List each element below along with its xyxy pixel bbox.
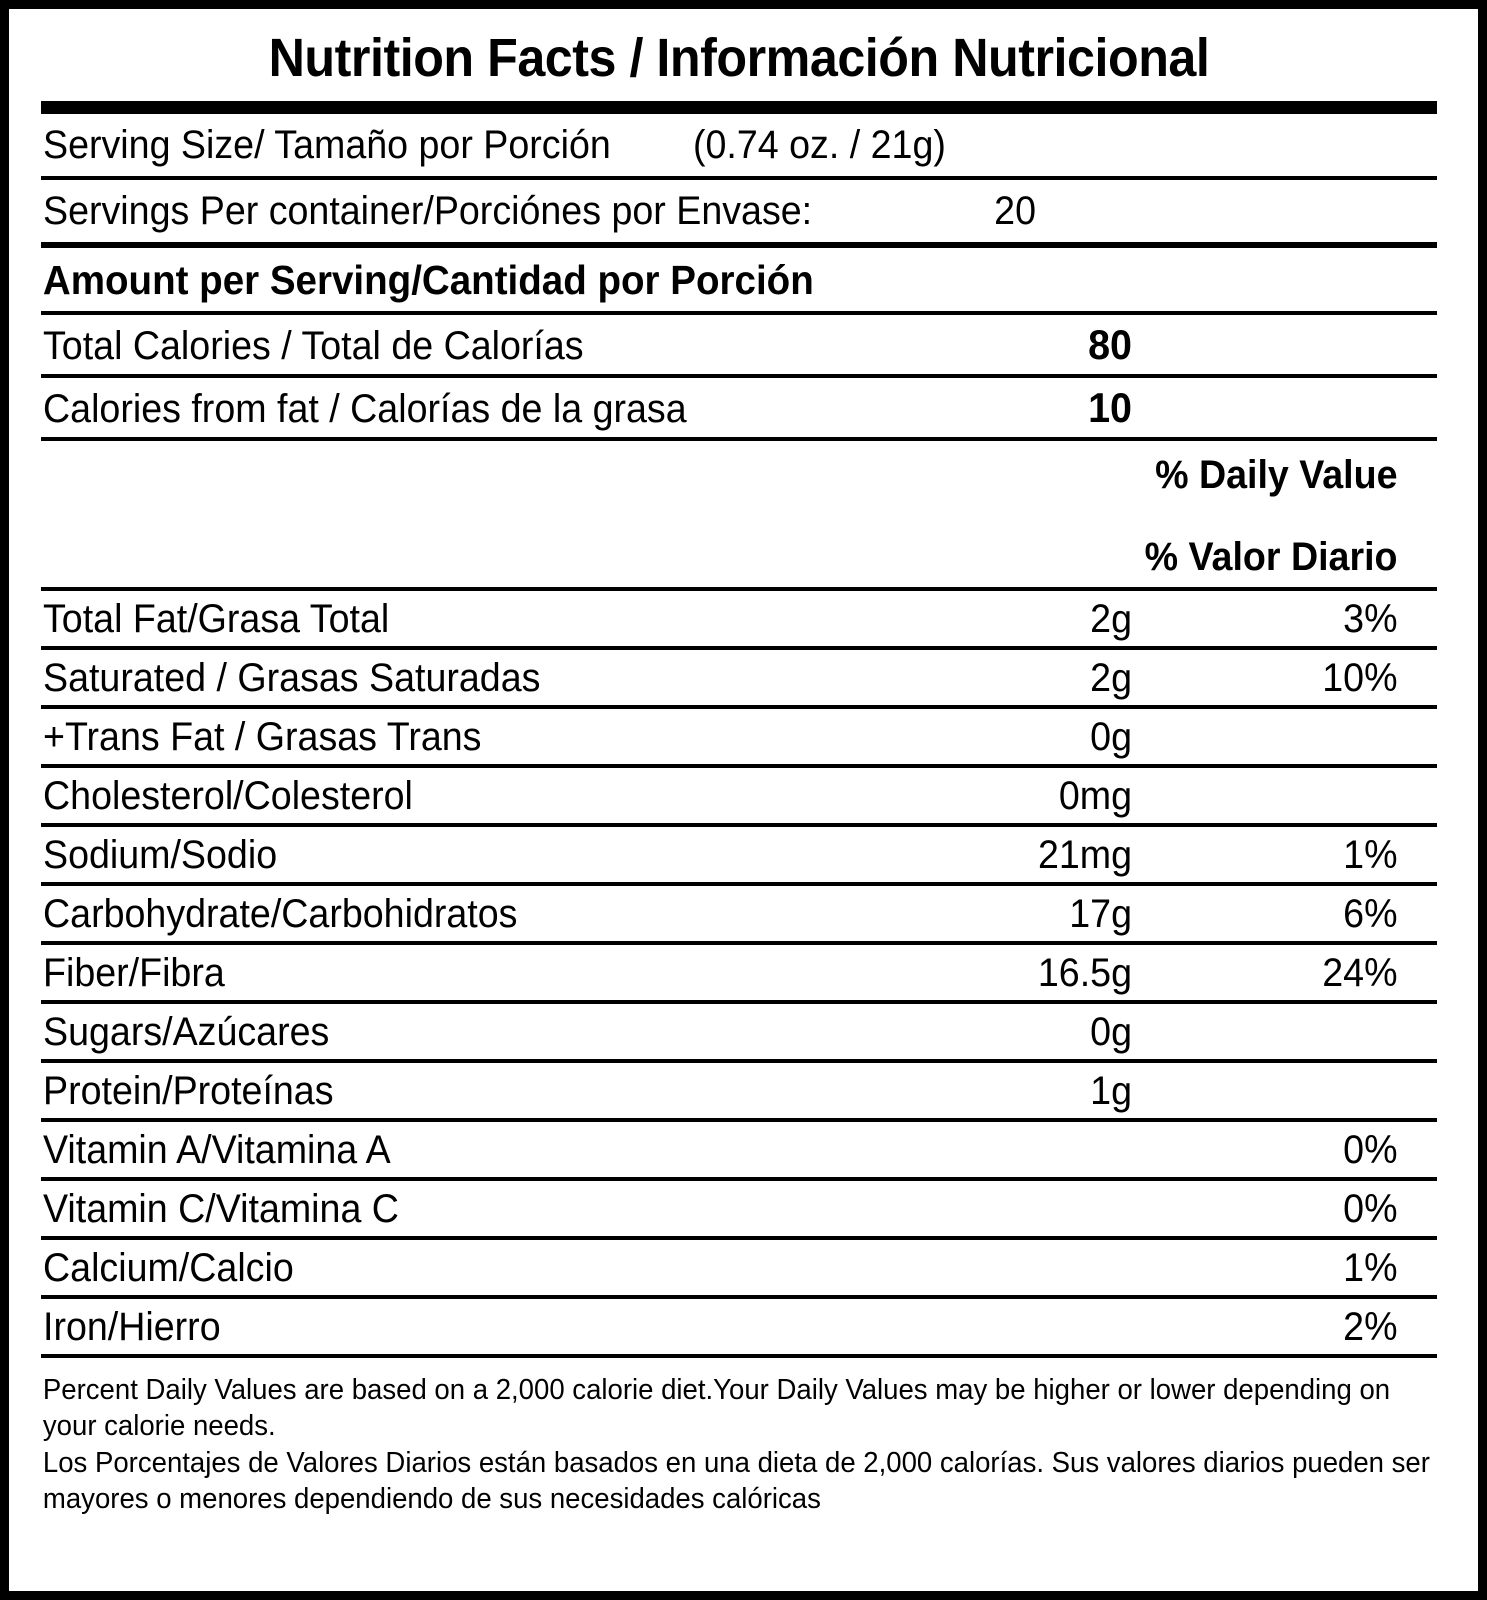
daily-value-header-english: % Daily Value [1155,453,1398,497]
divider-after-amount-heading [41,311,1437,315]
serving-size-value: (0.74 oz. / 21g) [693,123,946,167]
nutrient-name: Vitamin C/Vitamina C [43,1187,399,1231]
total-calories-row: Total Calories / Total de Calorías 80 [41,315,1437,374]
table-row: Carbohydrate/Carbohidratos 17g 6% [41,886,1437,941]
table-row: Sodium/Sodio 21mg 1% [41,827,1437,882]
table-row: Cholesterol/Colesterol 0mg [41,768,1437,823]
divider-between-nutrients [41,1236,1437,1240]
nutrient-percent: 10% [1322,656,1398,700]
table-row: Total Fat/Grasa Total 2g 3% [41,591,1437,646]
divider-between-nutrients [41,646,1437,650]
table-row: +Trans Fat / Grasas Trans 0g [41,709,1437,764]
nutrient-value: 0g [1090,1010,1132,1054]
servings-per-container-label: Servings Per container/Porciónes por Env… [43,189,813,233]
nutrient-percent: 1% [1343,1246,1398,1290]
nutrient-name: Protein/Proteínas [43,1069,334,1113]
divider-between-nutrients [41,882,1437,886]
divider-after-calories-from-fat [41,437,1437,441]
divider-thick-top [41,101,1437,114]
nutrient-name: Sugars/Azúcares [43,1010,330,1054]
divider-between-nutrients [41,1000,1437,1004]
table-row: Vitamin A/Vitamina A 0% [41,1122,1437,1177]
nutrient-value: 2g [1090,597,1132,641]
divider-after-serving-size [41,176,1437,180]
nutrient-name: Calcium/Calcio [43,1246,294,1290]
divider-between-nutrients [41,764,1437,768]
servings-per-container-value: 20 [994,189,1037,233]
servings-per-container-row: Servings Per container/Porciónes por Env… [41,180,1437,242]
daily-value-header-spanish: % Valor Diario [1144,535,1398,579]
serving-size-label: Serving Size/ Tamaño por Porción [43,123,611,167]
calories-from-fat-value: 10 [1088,384,1132,431]
divider-before-footnote [41,1354,1437,1358]
nutrient-name: Sodium/Sodio [43,833,278,877]
nutrient-percent: 1% [1343,833,1398,877]
nutrient-value: 1g [1090,1069,1132,1113]
table-row: Protein/Proteínas 1g [41,1063,1437,1118]
footnote-english: Percent Daily Values are based on a 2,00… [42,1374,1391,1443]
nutrient-percent: 0% [1343,1128,1398,1172]
divider-between-nutrients [41,705,1437,709]
divider-before-nutrients [41,587,1437,591]
daily-value-header-block: % Daily Value % Valor Diario [41,441,1437,587]
nutrient-value: 17g [1069,892,1132,936]
table-row: Iron/Hierro 2% [41,1299,1437,1354]
footnote-spanish: Los Porcentajes de Valores Diarios están… [42,1446,1430,1515]
nutrient-value: 16.5g [1037,951,1132,995]
nutrient-name: Saturated / Grasas Saturadas [43,656,541,700]
table-row: Sugars/Azúcares 0g [41,1004,1437,1059]
serving-size-row: Serving Size/ Tamaño por Porción (0.74 o… [41,114,1437,176]
nutrient-table: Total Fat/Grasa Total 2g 3% Saturated / Gra… [41,591,1437,1354]
divider-after-total-calories [41,374,1437,378]
nutrient-name: Carbohydrate/Carbohidratos [43,892,518,936]
calories-from-fat-row: Calories from fat / Calorías de la grasa… [41,378,1437,437]
table-row: Saturated / Grasas Saturadas 2g 10% [41,650,1437,705]
nutrient-name: Cholesterol/Colesterol [43,774,413,818]
nutrient-value: 21mg [1037,833,1132,877]
nutrient-name: Fiber/Fibra [43,951,225,995]
table-row: Vitamin C/Vitamina C 0% [41,1181,1437,1236]
table-row: Fiber/Fibra 16.5g 24% [41,945,1437,1000]
nutrient-value: 0g [1090,715,1132,759]
divider-after-servings [41,242,1437,248]
nutrient-percent: 0% [1343,1187,1398,1231]
total-calories-label: Total Calories / Total de Calorías [43,324,584,368]
nutrient-name: Vitamin A/Vitamina A [43,1128,391,1172]
total-calories-value: 80 [1088,321,1132,368]
nutrient-value: 2g [1090,656,1132,700]
divider-between-nutrients [41,1059,1437,1063]
nutrient-name: +Trans Fat / Grasas Trans [43,715,482,759]
divider-between-nutrients [41,1118,1437,1122]
footnote: Percent Daily Values are based on a 2,00… [41,1358,1435,1517]
nutrient-percent: 24% [1322,951,1398,995]
nutrient-name: Iron/Hierro [43,1305,221,1349]
amount-per-serving-heading: Amount per Serving/Cantidad por Porción [42,257,814,303]
table-row: Calcium/Calcio 1% [41,1240,1437,1295]
nutrient-percent: 3% [1343,597,1398,641]
page-title: Nutrition Facts / Información Nutriciona… [268,28,1210,88]
divider-between-nutrients [41,941,1437,945]
nutrient-percent: 2% [1343,1305,1398,1349]
nutrient-percent: 6% [1343,892,1398,936]
nutrient-value: 0mg [1058,774,1132,818]
divider-between-nutrients [41,823,1437,827]
nutrient-name: Total Fat/Grasa Total [43,597,390,641]
calories-from-fat-label: Calories from fat / Calorías de la grasa [43,387,687,431]
divider-between-nutrients [41,1177,1437,1181]
divider-between-nutrients [41,1295,1437,1299]
